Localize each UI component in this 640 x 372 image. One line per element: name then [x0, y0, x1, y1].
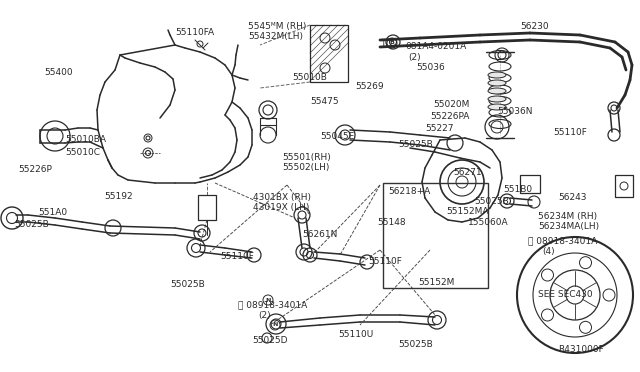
Text: 55226PA: 55226PA	[430, 112, 469, 121]
Text: 55010C: 55010C	[65, 148, 100, 157]
Text: 56243: 56243	[558, 193, 586, 202]
Text: B: B	[390, 41, 394, 45]
Bar	[520, 175, 540, 193]
Text: Ⓝ 08918-3401A: Ⓝ 08918-3401A	[238, 300, 307, 309]
Text: 55227: 55227	[425, 124, 454, 133]
Text: 56261N: 56261N	[302, 230, 337, 239]
Text: N: N	[272, 323, 278, 327]
Text: Ⓝ 08918-3401A: Ⓝ 08918-3401A	[528, 236, 597, 245]
Text: 155060A: 155060A	[468, 218, 509, 227]
Text: 4301BX (RH): 4301BX (RH)	[253, 193, 311, 202]
Text: 1: 1	[380, 40, 385, 49]
Text: 55025B: 55025B	[398, 340, 433, 349]
Text: 56234MA(LH): 56234MA(LH)	[538, 222, 599, 231]
Text: 55036: 55036	[416, 63, 445, 72]
Text: (2): (2)	[258, 311, 271, 320]
Text: 55192: 55192	[104, 192, 132, 201]
Text: 55152MA: 55152MA	[446, 207, 488, 216]
Text: 55501(RH): 55501(RH)	[282, 153, 331, 162]
Text: 55148: 55148	[377, 218, 406, 227]
Text: 55152M: 55152M	[418, 278, 454, 287]
Text: 55025B: 55025B	[14, 220, 49, 229]
Text: 5545ᴹM (RH): 5545ᴹM (RH)	[248, 22, 307, 31]
Text: N: N	[266, 298, 271, 302]
Text: 56271: 56271	[453, 168, 482, 177]
Text: 56218+A: 56218+A	[388, 187, 430, 196]
Text: 56234M (RH): 56234M (RH)	[538, 212, 597, 221]
Text: 55110F: 55110F	[368, 257, 402, 266]
Text: 081A4-0201A: 081A4-0201A	[405, 42, 467, 51]
Text: 55025B: 55025B	[170, 280, 205, 289]
Bar	[383, 183, 488, 288]
Text: 55432M(LH): 55432M(LH)	[248, 32, 303, 41]
Ellipse shape	[488, 88, 506, 94]
Text: 55475: 55475	[310, 97, 339, 106]
Text: 55110FA: 55110FA	[175, 28, 214, 37]
Text: 56230: 56230	[520, 22, 548, 31]
Text: 55010B: 55010B	[292, 73, 327, 82]
Text: 55110F: 55110F	[220, 252, 254, 261]
Ellipse shape	[488, 72, 506, 78]
Text: 55226P: 55226P	[18, 165, 52, 174]
Text: 55110U: 55110U	[338, 330, 373, 339]
Text: 55010BA: 55010BA	[65, 135, 106, 144]
Text: 55036N: 55036N	[497, 107, 532, 116]
Bar	[615, 175, 633, 197]
Text: (2): (2)	[408, 53, 420, 62]
Bar	[310, 25, 348, 82]
Text: 55020M: 55020M	[433, 100, 469, 109]
Text: 43019X (LH): 43019X (LH)	[253, 203, 309, 212]
Ellipse shape	[488, 104, 506, 110]
Ellipse shape	[488, 80, 506, 86]
Text: 55400: 55400	[44, 68, 72, 77]
Text: 55025B: 55025B	[474, 197, 509, 206]
Ellipse shape	[488, 96, 506, 102]
Text: 55025B: 55025B	[398, 140, 433, 149]
Text: 55110F: 55110F	[553, 128, 587, 137]
Bar	[198, 195, 216, 220]
Text: SEE SEC430: SEE SEC430	[538, 290, 593, 299]
Text: 55045E: 55045E	[320, 132, 355, 141]
Text: (4): (4)	[542, 247, 555, 256]
Text: 551B0: 551B0	[503, 185, 532, 194]
Text: 55502(LH): 55502(LH)	[282, 163, 330, 172]
Text: 55269: 55269	[355, 82, 383, 91]
Text: R431000F: R431000F	[558, 345, 604, 354]
Text: 55025D: 55025D	[252, 336, 287, 345]
Text: 551A0: 551A0	[38, 208, 67, 217]
